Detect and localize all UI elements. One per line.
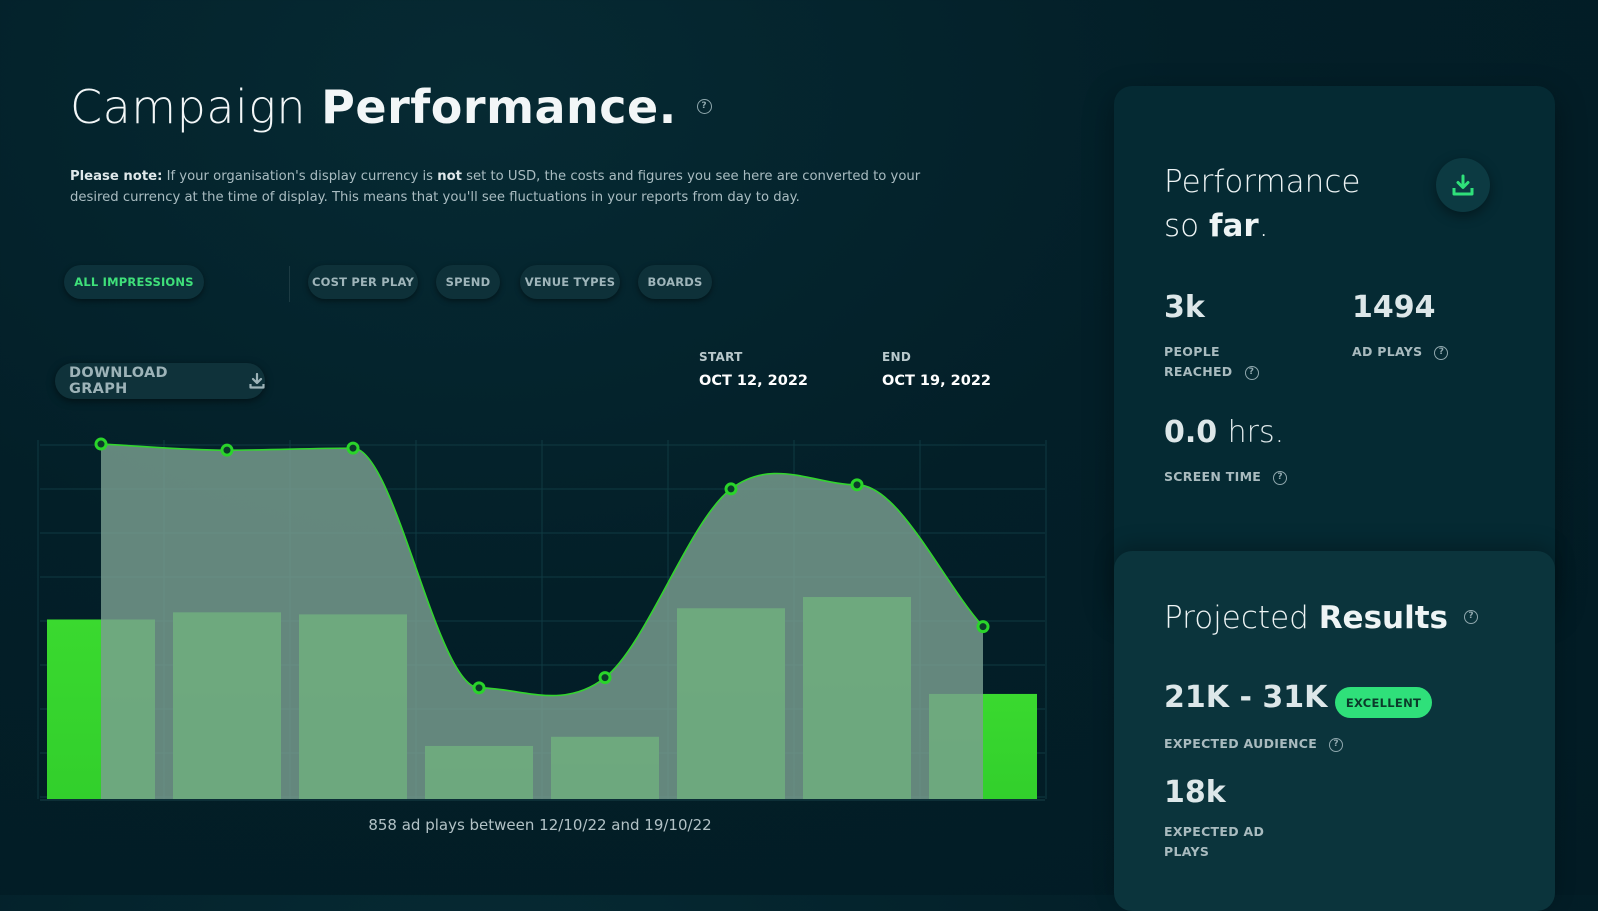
expected-audience-label: EXPECTED AUDIENCE? [1164,734,1344,754]
performance-title: Performance so far. [1164,160,1360,248]
screen-time-value: 0.0 hrs. [1164,415,1284,450]
filter-cost-per-play[interactable]: COST PER PLAY [308,265,418,299]
chart-point [472,681,486,695]
end-date-value: OCT 19, 2022 [882,373,991,389]
chart-point [94,437,108,451]
note-emphasis: not [437,169,462,184]
people-reached-value: 3k [1164,290,1205,325]
help-icon[interactable]: ? [1329,737,1344,752]
chart-caption: 858 ad plays between 12/10/22 and 19/10/… [368,816,712,834]
start-date-label: START [699,350,743,364]
expected-audience-label-text: EXPECTED AUDIENCE [1164,736,1318,751]
download-report-button[interactable] [1436,158,1490,212]
download-graph-button[interactable]: DOWNLOAD GRAPH [55,363,265,399]
note-text-1: If your organisation's display currency … [162,169,438,184]
people-reached-label: PEOPLE REACHED? [1164,342,1259,382]
page-title-bold: Performance. [321,80,677,134]
expected-audience-value: 21K - 31K [1164,680,1328,715]
performance-title-far: far [1208,208,1259,244]
expected-ad-plays-label-1: EXPECTED AD [1164,824,1265,839]
people-reached-label-1: PEOPLE [1164,344,1220,359]
performance-title-line1: Performance [1164,164,1361,200]
help-icon[interactable]: ? [696,99,712,114]
currency-note: Please note: If your organisation's disp… [70,166,940,208]
filter-all-impressions[interactable]: ALL IMPRESSIONS [64,265,204,299]
chart-point [598,671,612,685]
projected-results-card [1114,551,1555,911]
page-title: Campaign Performance.? [70,80,712,134]
chart-point [220,443,234,457]
chart-points [94,437,990,695]
page-title-regular: Campaign [70,80,307,134]
filter-divider [289,266,290,302]
people-reached-label-2: REACHED [1164,364,1233,379]
screen-time-label-text: SCREEN TIME [1164,469,1262,484]
projected-title-bold: Results [1318,600,1449,636]
chart-point [976,620,990,634]
expected-ad-plays-value: 18k [1164,775,1226,810]
ad-plays-value: 1494 [1352,290,1436,325]
start-date: START OCT 12, 2022 [699,350,808,389]
status-badge: EXCELLENT [1335,687,1432,718]
ad-plays-label: AD PLAYS? [1352,342,1449,362]
filter-spend[interactable]: SPEND [436,265,500,299]
chart-point [724,482,738,496]
filter-boards[interactable]: BOARDS [638,265,712,299]
end-date-label: END [882,350,912,364]
help-icon[interactable]: ? [1273,470,1288,485]
impressions-chart [37,437,1047,801]
start-date-value: OCT 12, 2022 [699,373,808,389]
help-icon[interactable]: ? [1244,365,1259,380]
screen-time-unit: hrs. [1227,415,1285,450]
help-icon[interactable]: ? [1434,345,1449,360]
filter-venue-types[interactable]: VENUE TYPES [520,265,620,299]
ad-plays-label-text: AD PLAYS [1352,344,1423,359]
note-prefix: Please note: [70,169,163,184]
projected-title-regular: Projected [1164,600,1309,636]
performance-title-dot: . [1258,208,1269,244]
chart-area [100,443,984,799]
chart-area-line [100,443,984,697]
performance-title-so: so [1164,208,1200,244]
screen-time-number: 0.0 [1164,415,1218,450]
expected-ad-plays-label: EXPECTED AD PLAYS [1164,822,1264,862]
chart-point [850,478,864,492]
projected-results-title: Projected Results? [1164,600,1479,636]
help-icon[interactable]: ? [1464,609,1479,624]
chart-point [346,441,360,455]
expected-ad-plays-label-2: PLAYS [1164,844,1210,859]
download-graph-label: DOWNLOAD GRAPH [69,365,168,397]
download-icon [249,373,265,389]
note-text-2: set to USD, the costs and figures you se… [70,169,921,205]
download-icon [1452,174,1474,196]
chart-area-fill [101,444,983,799]
screen-time-label: SCREEN TIME? [1164,467,1288,487]
end-date: END OCT 19, 2022 [882,350,991,389]
